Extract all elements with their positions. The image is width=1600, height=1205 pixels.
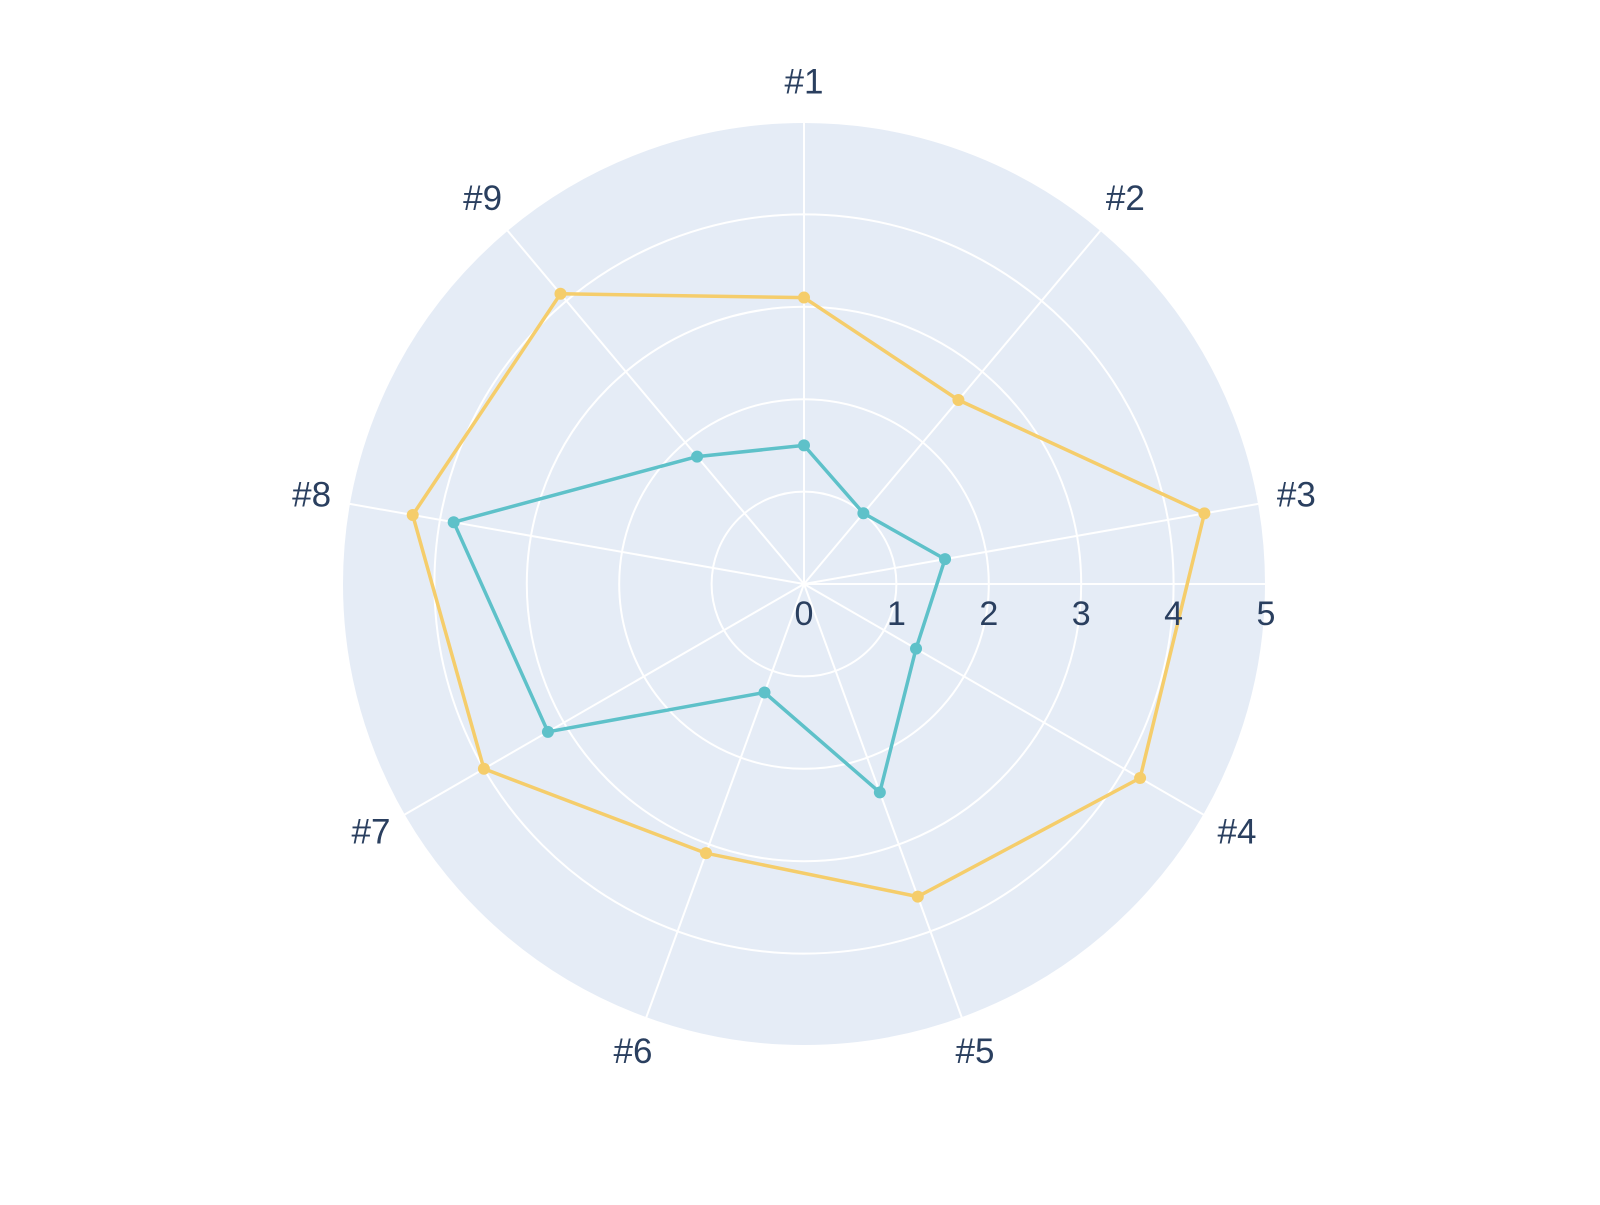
data-point[interactable] — [1134, 772, 1147, 785]
angular-tick-label: #1 — [785, 62, 824, 101]
data-point[interactable] — [910, 642, 923, 655]
angular-gridline — [803, 229, 1102, 585]
data-point[interactable] — [477, 762, 490, 775]
angular-tick-label: #7 — [352, 812, 391, 851]
angular-tick-label: #6 — [614, 1032, 653, 1071]
data-point[interactable] — [857, 507, 870, 520]
radial-tick-label: 0 — [795, 595, 814, 633]
data-point[interactable] — [447, 516, 460, 529]
data-point[interactable] — [798, 439, 810, 452]
angular-tick-label: #2 — [1106, 179, 1145, 218]
angular-gridline — [803, 502, 1260, 585]
angular-gridline — [348, 502, 805, 585]
data-point[interactable] — [798, 291, 810, 304]
series-line — [410, 292, 1207, 899]
angular-tick-label: #3 — [1277, 475, 1316, 514]
angular-gridline — [506, 229, 805, 585]
data-point[interactable] — [691, 450, 704, 463]
data-point[interactable] — [541, 725, 554, 738]
data-point[interactable] — [554, 287, 567, 300]
data-point[interactable] — [758, 686, 771, 699]
radial-tick-label: 5 — [1257, 595, 1276, 633]
radial-tick-label: 3 — [1072, 595, 1091, 633]
data-point[interactable] — [873, 786, 886, 799]
series-layer — [406, 287, 1211, 903]
angular-tick-label: #5 — [956, 1032, 995, 1071]
data-point[interactable] — [952, 393, 965, 406]
radial-tick-label: 2 — [979, 595, 998, 633]
angular-tick-label: #8 — [292, 475, 331, 514]
polar-grid-layer — [341, 121, 1267, 1047]
radial-tick-label: 1 — [887, 595, 906, 633]
data-point[interactable] — [1198, 507, 1211, 520]
data-point[interactable] — [911, 890, 924, 903]
label-layer: #1 #2 #3 #4 #5 #6 #7 #8 #9 0 1 2 3 4 5 — [292, 62, 1316, 1071]
angular-tick-label: #9 — [463, 179, 502, 218]
data-point[interactable] — [700, 847, 713, 860]
data-point[interactable] — [406, 509, 419, 522]
angular-gridline — [403, 583, 805, 816]
angular-gridline — [645, 583, 805, 1019]
angular-tick-label: #4 — [1218, 812, 1257, 851]
data-point[interactable] — [939, 553, 952, 566]
series-line — [451, 443, 947, 795]
angular-gridline — [803, 583, 963, 1019]
radial-tick-label: 4 — [1164, 595, 1183, 633]
